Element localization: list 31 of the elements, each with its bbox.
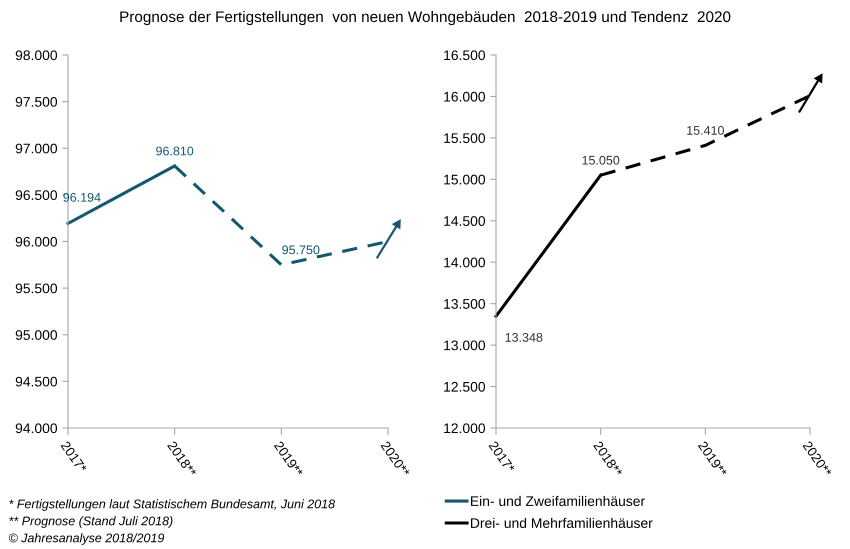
y-tick-label: 13.000 bbox=[444, 340, 486, 350]
y-tick-label: 13.500 bbox=[444, 299, 486, 309]
y-tick-label: 12.500 bbox=[444, 382, 486, 392]
y-tick-label: 96.500 bbox=[16, 190, 58, 200]
y-tick-label: 96.000 bbox=[16, 236, 58, 247]
data-label: 15.050 bbox=[582, 156, 620, 165]
y-tick-label: 97.000 bbox=[16, 144, 58, 154]
y-tick-label: 95.500 bbox=[16, 283, 58, 294]
y-tick-label: 14.500 bbox=[444, 216, 486, 226]
text: © Jahresanalyse 2018/2019 bbox=[8, 533, 164, 545]
text: * Fertigstellungen laut Statistischem Bundesamt, Juni 2018 bbox=[9, 499, 335, 511]
y-tick-label: 16.500 bbox=[444, 50, 486, 60]
data-label: 96.194 bbox=[63, 192, 101, 202]
y-tick-label: 15.500 bbox=[444, 133, 486, 144]
legend-label: Drei- und Mehrfamilienhäuser bbox=[471, 518, 653, 528]
y-tick-label: 95.000 bbox=[16, 330, 58, 340]
text: Prognose der Fertigstellungen von neuen Wohngebäuden 2018-2019 und Tendenz 2020 bbox=[120, 10, 730, 26]
data-label: 15.410 bbox=[687, 126, 724, 135]
y-tick-label: 94.500 bbox=[16, 376, 58, 387]
y-tick-label: 97.500 bbox=[16, 96, 58, 107]
text: ** Prognose (Stand Juli 2018) bbox=[9, 516, 172, 528]
data-label: 95.750 bbox=[282, 245, 320, 254]
y-tick-label: 94.000 bbox=[16, 423, 58, 434]
y-tick-label: 16.000 bbox=[444, 92, 486, 102]
data-label: 13.348 bbox=[506, 332, 542, 342]
y-tick-label: 14.000 bbox=[444, 258, 486, 268]
data-label: 96.810 bbox=[156, 146, 194, 156]
y-tick-label: 15.000 bbox=[444, 174, 486, 185]
legend-label: Ein- und Zweifamilienhäuser bbox=[471, 496, 645, 506]
y-tick-label: 98.000 bbox=[16, 50, 58, 60]
y-tick-label: 12.000 bbox=[444, 423, 486, 434]
